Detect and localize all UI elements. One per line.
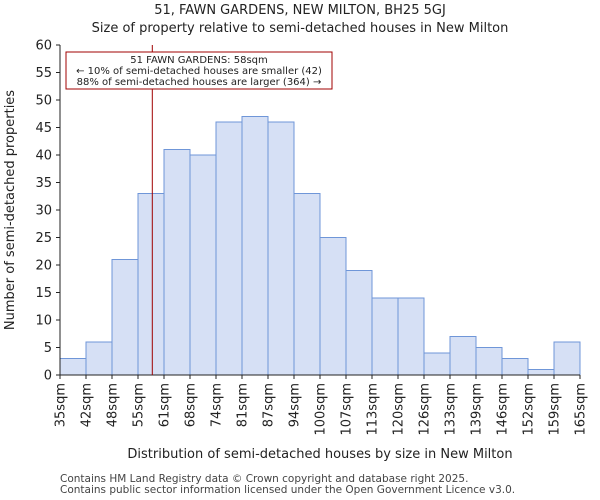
y-axis-label: Number of semi-detached properties	[3, 90, 18, 330]
x-tick-label: 61sqm	[158, 383, 173, 427]
x-tick-label: 74sqm	[210, 383, 225, 427]
x-tick-label: 94sqm	[288, 383, 303, 427]
annotation-box: 51 FAWN GARDENS: 58sqm ← 10% of semi-det…	[65, 51, 333, 90]
histogram-bar	[475, 347, 503, 376]
x-tick-label: 42sqm	[80, 383, 95, 427]
histogram-bar	[397, 297, 425, 376]
y-tick-label: 40	[35, 149, 52, 164]
x-tick-label: 133sqm	[444, 383, 459, 436]
x-tick-label: 55sqm	[132, 383, 147, 427]
y-tick-label: 35	[35, 176, 52, 191]
x-tick-label: 35sqm	[54, 383, 69, 427]
chart-title: 51, FAWN GARDENS, NEW MILTON, BH25 5GJ	[154, 3, 446, 18]
footer-line-2: Contains public sector information licen…	[60, 484, 516, 496]
chart-subtitle: Size of property relative to semi-detach…	[91, 21, 509, 36]
histogram-bar	[423, 352, 451, 376]
annotation-line-1: 51 FAWN GARDENS: 58sqm	[130, 55, 268, 66]
x-tick-label: 165sqm	[574, 383, 589, 436]
y-tick-label: 25	[35, 231, 52, 246]
histogram-bar	[163, 149, 191, 376]
x-tick-label: 152sqm	[522, 383, 537, 436]
x-tick-label: 100sqm	[314, 383, 329, 436]
y-tick-label: 15	[35, 286, 52, 301]
x-tick-label: 87sqm	[262, 383, 277, 427]
x-tick-label: 113sqm	[366, 383, 381, 436]
annotation-line-3: 88% of semi-detached houses are larger (…	[77, 77, 322, 88]
histogram-bar	[241, 116, 269, 376]
histogram-bar	[189, 154, 217, 376]
y-tick-label: 45	[35, 121, 52, 136]
y-tick-label: 30	[35, 204, 52, 219]
histogram-bar	[553, 341, 581, 376]
footer-line-1: Contains HM Land Registry data © Crown c…	[60, 473, 469, 485]
x-tick-label: 159sqm	[548, 383, 563, 436]
y-tick-label: 55	[35, 66, 52, 81]
y-tick-label: 5	[44, 341, 52, 356]
histogram-bar	[59, 358, 87, 376]
x-tick-label: 68sqm	[184, 383, 199, 427]
histogram-bar	[85, 341, 113, 376]
histogram-bar	[449, 336, 477, 376]
histogram-bar	[501, 358, 529, 376]
x-tick-label: 146sqm	[496, 383, 511, 436]
y-tick-label: 50	[35, 94, 52, 109]
y-tick-label: 20	[35, 259, 52, 274]
histogram-bar	[527, 369, 555, 376]
histogram-bar	[111, 259, 139, 376]
histogram-bar	[215, 121, 243, 376]
y-tick-label: 60	[35, 39, 52, 54]
y-tick-label: 10	[35, 314, 52, 329]
x-tick-label: 120sqm	[392, 383, 407, 436]
histogram-bar	[293, 193, 321, 376]
histogram-bar	[345, 270, 373, 376]
x-tick-label: 81sqm	[236, 383, 251, 427]
x-tick-label: 139sqm	[470, 383, 485, 436]
x-tick-label: 126sqm	[418, 383, 433, 436]
annotation-frame	[65, 51, 333, 90]
annotation-line-2: ← 10% of semi-detached houses are smalle…	[76, 66, 322, 77]
histogram-bar	[137, 193, 165, 376]
histogram-bar	[267, 121, 295, 376]
x-axis-label: Distribution of semi-detached houses by …	[127, 447, 512, 462]
histogram-bar	[371, 297, 399, 376]
x-tick-label: 48sqm	[106, 383, 121, 427]
histogram-bar	[319, 237, 347, 376]
y-tick-label: 0	[44, 369, 52, 384]
x-tick-label: 107sqm	[340, 383, 355, 436]
